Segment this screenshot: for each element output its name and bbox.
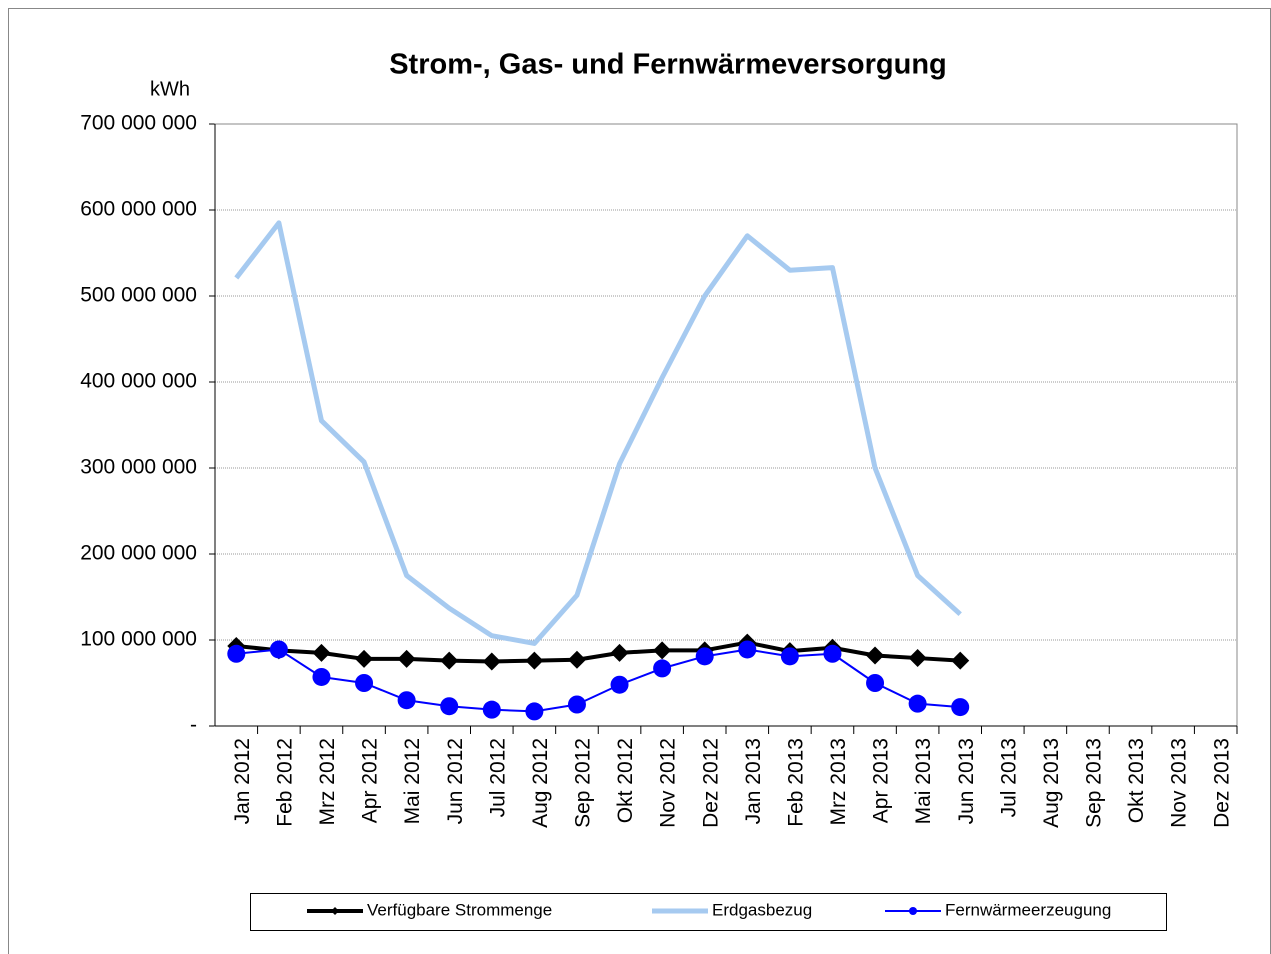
data-point bbox=[355, 674, 374, 692]
x-tick-label: Aug 2013 bbox=[1040, 738, 1063, 828]
data-point bbox=[227, 644, 246, 663]
y-tick-label: - bbox=[190, 714, 197, 737]
y-tick-label: 300 000 000 bbox=[80, 456, 197, 479]
x-tick-label: Feb 2012 bbox=[273, 738, 296, 827]
data-point bbox=[525, 651, 544, 670]
data-point bbox=[653, 641, 672, 660]
data-point bbox=[269, 640, 288, 659]
x-tick-label: Jun 2012 bbox=[444, 738, 467, 824]
data-point bbox=[823, 644, 842, 663]
x-tick-label: Dez 2013 bbox=[1210, 738, 1233, 828]
data-point bbox=[397, 649, 416, 668]
series-line bbox=[236, 640, 961, 664]
data-point bbox=[482, 700, 501, 719]
y-tick-label: 600 000 000 bbox=[80, 198, 197, 221]
series-line bbox=[234, 220, 962, 646]
y-tick-label: 400 000 000 bbox=[80, 370, 197, 393]
x-tick-label: Mrz 2013 bbox=[827, 738, 850, 826]
data-point bbox=[610, 643, 629, 662]
data-point bbox=[610, 675, 629, 694]
data-point bbox=[908, 649, 927, 668]
legend-marker bbox=[909, 907, 917, 915]
x-tick-label: Jan 2012 bbox=[231, 738, 254, 824]
data-point bbox=[482, 652, 501, 671]
legend-box bbox=[250, 893, 1167, 931]
x-tick-label: Apr 2013 bbox=[870, 738, 893, 823]
x-tick-label: Aug 2012 bbox=[529, 738, 552, 828]
x-tick-label: Mai 2013 bbox=[912, 738, 935, 824]
y-axis-label: kWh bbox=[150, 78, 190, 100]
x-tick-label: Dez 2012 bbox=[699, 738, 722, 828]
x-tick-label: Mrz 2012 bbox=[316, 738, 339, 826]
data-point bbox=[440, 697, 459, 716]
data-point bbox=[525, 702, 544, 721]
data-point bbox=[866, 674, 885, 692]
data-point bbox=[567, 650, 586, 669]
data-point bbox=[355, 649, 374, 668]
y-tick-label: 200 000 000 bbox=[80, 542, 197, 565]
data-point bbox=[312, 643, 331, 662]
data-point bbox=[908, 694, 927, 713]
data-point bbox=[397, 691, 416, 710]
x-tick-label: Apr 2012 bbox=[359, 738, 382, 823]
legend-label: Fernwärmeerzeugung bbox=[945, 900, 1111, 919]
legend-label: Verfügbare Strommenge bbox=[367, 900, 552, 919]
data-point bbox=[695, 647, 714, 666]
data-point bbox=[951, 698, 970, 717]
chart-title: Strom-, Gas- und Fernwärmeversorgung bbox=[389, 49, 947, 81]
legend-label: Erdgasbezug bbox=[712, 900, 812, 919]
y-tick-label: 500 000 000 bbox=[80, 284, 197, 307]
x-tick-label: Jul 2013 bbox=[997, 738, 1020, 817]
series-line bbox=[236, 648, 961, 713]
legend-marker bbox=[331, 907, 339, 915]
x-tick-label: Sep 2012 bbox=[572, 738, 595, 828]
x-tick-label: Jan 2013 bbox=[742, 738, 765, 824]
x-tick-label: Jul 2012 bbox=[486, 738, 509, 817]
x-tick-label: Feb 2013 bbox=[784, 738, 807, 827]
x-tick-label: Okt 2012 bbox=[614, 738, 637, 823]
data-point bbox=[312, 667, 331, 686]
data-point bbox=[738, 640, 757, 659]
data-point bbox=[440, 651, 459, 670]
data-point bbox=[780, 647, 799, 666]
data-point bbox=[866, 646, 885, 665]
x-tick-label: Mai 2012 bbox=[401, 738, 424, 824]
data-point bbox=[653, 659, 672, 678]
y-tick-label: 100 000 000 bbox=[80, 628, 197, 651]
x-tick-label: Jun 2013 bbox=[955, 738, 978, 824]
data-point bbox=[951, 651, 970, 670]
y-tick-label: 700 000 000 bbox=[80, 112, 197, 135]
x-tick-label: Okt 2013 bbox=[1125, 738, 1148, 823]
plot-border bbox=[214, 123, 1238, 727]
x-tick-label: Nov 2012 bbox=[657, 738, 680, 828]
chart-frame bbox=[8, 8, 1271, 954]
x-tick-label: Nov 2013 bbox=[1168, 738, 1191, 828]
data-point bbox=[567, 695, 586, 714]
x-tick-label: Sep 2013 bbox=[1083, 738, 1106, 828]
